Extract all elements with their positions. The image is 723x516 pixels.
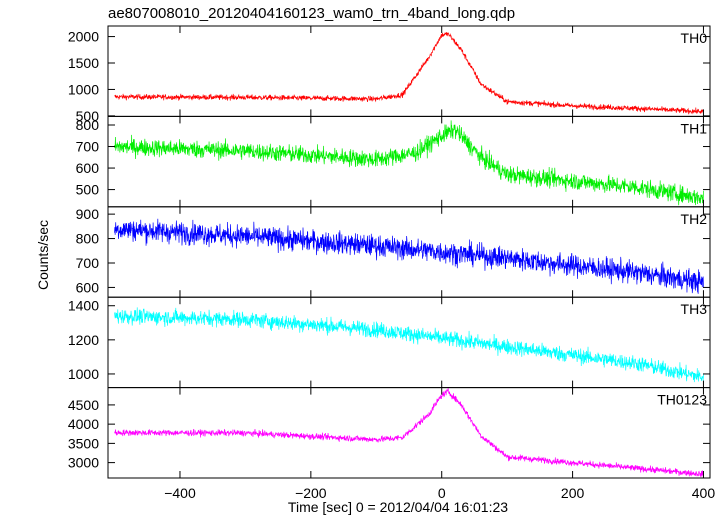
y-tick-label: 600 <box>76 160 100 176</box>
panel-th1: 500 600 700 800 TH1 <box>76 115 711 208</box>
panel-frame <box>107 296 711 389</box>
y-tick-label: 600 <box>76 279 100 295</box>
panel-th2: 600 700 800 900 TH2 <box>76 206 711 298</box>
panel-th0: 500 1000 1500 2000 TH0 <box>68 25 711 124</box>
x-tick-label: 400 <box>692 485 716 501</box>
x-tick-label: −400 <box>164 485 196 501</box>
panel-label: TH2 <box>681 211 708 227</box>
panel-label: TH3 <box>681 301 708 317</box>
y-tick-label: 500 <box>76 182 100 198</box>
panel-frame <box>107 387 711 479</box>
chart-title: ae807008010_20120404160123_wam0_trn_4ban… <box>108 5 515 22</box>
y-tick-label: 1400 <box>68 298 99 314</box>
y-tick-label: 1500 <box>68 55 99 71</box>
y-tick-label: 1200 <box>68 332 99 348</box>
y-tick-label: 800 <box>76 117 100 133</box>
y-tick-label: 4500 <box>68 397 99 413</box>
y-tick-label: 4000 <box>68 416 99 432</box>
y-tick-label: 2000 <box>68 29 99 45</box>
y-tick-label: 900 <box>76 206 100 222</box>
panel-frame <box>107 206 711 298</box>
y-tick-label: 1000 <box>68 81 99 97</box>
y-tick-label: 700 <box>76 139 100 155</box>
y-tick-label: 3500 <box>68 435 99 451</box>
panel-th3: 1000 1200 1400 TH3 <box>68 296 711 389</box>
series-line-th2 <box>114 218 704 294</box>
panel-label: TH0123 <box>657 392 707 408</box>
series-line-th3 <box>114 307 704 383</box>
y-tick-label: 700 <box>76 255 100 271</box>
series-line-th1 <box>114 120 704 206</box>
y-tick-label: 800 <box>76 231 100 247</box>
x-tick-label: 0 <box>438 485 446 501</box>
panel-th0123: 3000 3500 4000 4500 TH0123 <box>68 387 711 479</box>
panels: 500 1000 1500 2000 TH0 500 600 700 800 TH1 600 700 8… <box>68 25 711 479</box>
y-tick-label: 1000 <box>68 366 99 382</box>
series-line-th0123 <box>114 387 704 478</box>
x-tick-label: 200 <box>561 485 585 501</box>
y-tick-label: 500 <box>76 108 100 124</box>
x-tick-label: −200 <box>295 485 327 501</box>
panel-label: TH0 <box>681 30 708 46</box>
y-tick-label: 3000 <box>68 455 99 471</box>
panel-frame <box>107 115 711 208</box>
series-line-th0 <box>114 32 704 115</box>
panel-frame <box>107 25 711 117</box>
x-axis-label: Time [sec] 0 = 2012/04/04 16:01:23 <box>288 499 508 515</box>
panel-label: TH1 <box>681 120 708 136</box>
x-tick-labels: −400 −200 0 200 400 <box>164 485 715 501</box>
y-axis-label: Counts/sec <box>35 220 51 290</box>
